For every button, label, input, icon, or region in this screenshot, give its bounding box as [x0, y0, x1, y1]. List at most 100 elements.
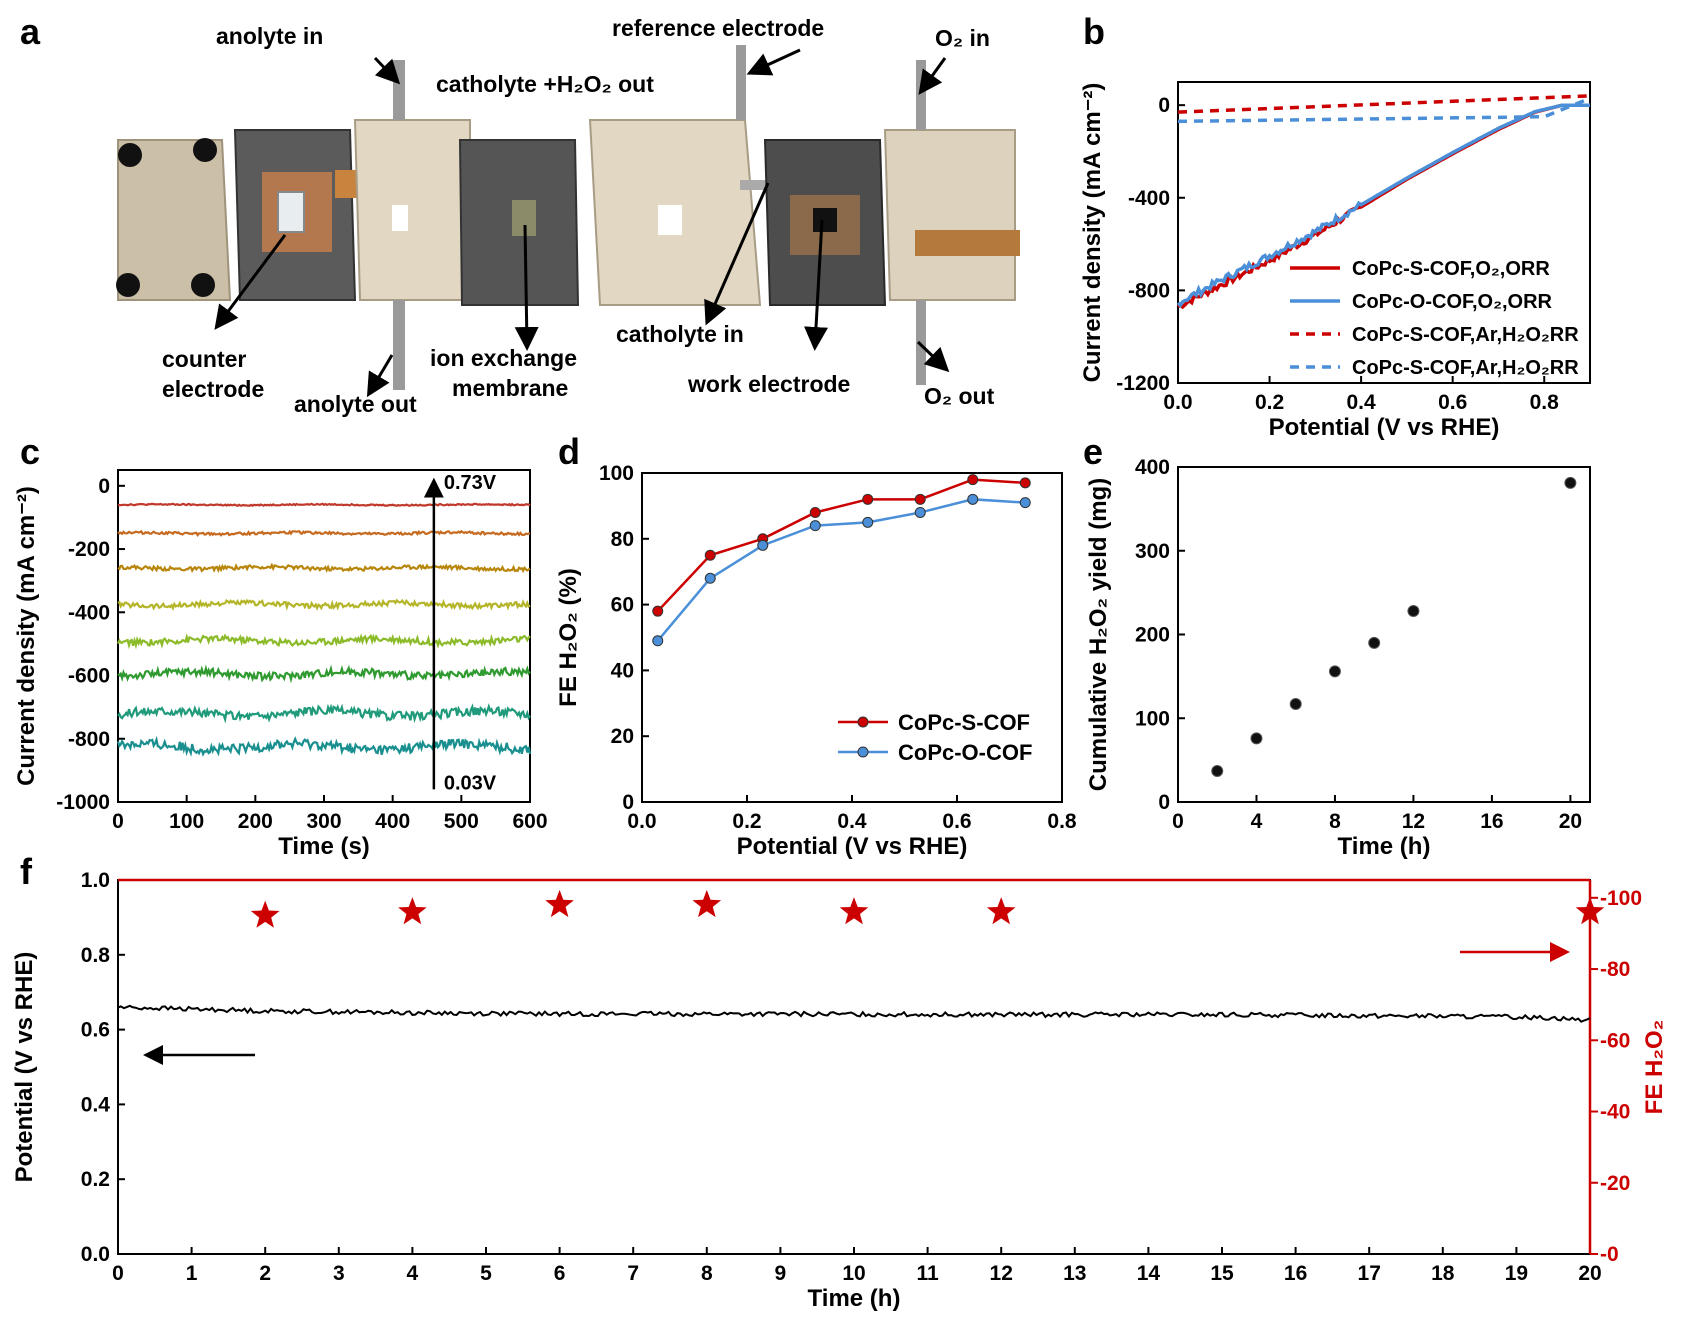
label-ion-exchange-2: membrane [452, 375, 568, 401]
y-tick-label: -800 [1128, 279, 1170, 302]
y-tick-label: 400 [1135, 456, 1170, 479]
legend-label: CoPc-O-COF,O₂,ORR [1352, 291, 1553, 313]
panel-d-chart: 0.0 0.2 0.4 0.6 0.8 0 20 40 60 80 100 Potential (V … [555, 462, 1077, 860]
x-tick-label: 12 [990, 1262, 1013, 1285]
pointer-arrow [366, 354, 394, 398]
data-point [652, 605, 664, 617]
fe-star-marker [545, 889, 574, 918]
label-anolyte-out: anolyte out [294, 391, 417, 417]
series-line-3 [117, 598, 531, 612]
x-tick-label: 3 [333, 1262, 345, 1285]
label-counter-electrode-1: counter [162, 346, 246, 372]
right-tick-label: -40 [1600, 1101, 1630, 1124]
right-axis-label: FE H₂O₂ [1641, 1020, 1668, 1115]
plot-frame [1177, 81, 1591, 384]
bolt [118, 143, 142, 167]
x-tick-label: 17 [1358, 1262, 1381, 1285]
plot-frame [1177, 466, 1591, 803]
fe-star-marker [1575, 897, 1605, 925]
y-tick-label: 0 [622, 791, 634, 814]
y-tick-label: 100 [1135, 707, 1170, 730]
x-tick-label: 12 [1402, 810, 1425, 833]
x-axis-label: Time (s) [278, 833, 370, 860]
y-tick-label: 80 [611, 528, 634, 551]
y-tick-label: 0.8 [81, 944, 111, 967]
data-point [704, 549, 716, 561]
data-point [914, 506, 926, 518]
y-tick-label: 0.4 [81, 1093, 111, 1116]
pointer-arrow [373, 56, 401, 85]
plot-frame [117, 879, 1591, 1255]
x-tick-label: 15 [1210, 1262, 1234, 1285]
data-point [1019, 477, 1031, 489]
series-line-1 [656, 498, 1026, 642]
data-point [652, 635, 664, 647]
x-tick-label: 1 [186, 1262, 198, 1285]
legend-label: CoPc-S-COF,O₂,ORR [1352, 258, 1550, 280]
panel-letter-b: b [1083, 11, 1105, 52]
x-tick-label: 0.6 [942, 810, 971, 833]
x-tick-label: 500 [444, 810, 479, 833]
legend-label: CoPc-S-COF [898, 710, 1030, 735]
right-tick-label: -100 [1600, 887, 1642, 910]
end-plate-left [117, 139, 232, 301]
x-tick-label: 20 [1559, 810, 1582, 833]
annotation-label: 0.03V [444, 772, 497, 794]
pointer-arrow [746, 48, 801, 76]
y-axis-label: Potential (V vs RHE) [11, 952, 38, 1183]
y-tick-label: 60 [611, 594, 634, 617]
flow-window [658, 205, 682, 235]
series-line-1 [117, 529, 531, 538]
copper-tab [915, 230, 1020, 256]
right-tick-label: -60 [1600, 1029, 1630, 1052]
x-tick-label: 200 [238, 810, 273, 833]
label-counter-electrode-2: electrode [162, 376, 264, 402]
x-tick-label: 0.8 [1530, 391, 1560, 414]
data-point [1328, 665, 1341, 678]
data-point [1019, 497, 1031, 509]
x-tick-label: 4 [1251, 810, 1263, 833]
legend-label: CoPc-S-COF,Ar,H₂O₂RR [1352, 357, 1579, 379]
right-tick-label: -80 [1600, 958, 1630, 981]
x-tick-label: 11 [916, 1262, 939, 1285]
data-point [967, 493, 979, 505]
y-tick-label: -1200 [1116, 372, 1170, 395]
x-tick-label: 0.2 [732, 810, 761, 833]
flow-window [392, 205, 408, 231]
y-tick-label: -800 [68, 728, 110, 751]
x-tick-label: 400 [375, 810, 410, 833]
fe-star-marker [839, 897, 869, 925]
x-axis-label: Potential (V vs RHE) [1269, 414, 1500, 441]
data-point [1250, 732, 1263, 745]
x-tick-label: 7 [627, 1262, 639, 1285]
y-tick-label: 0.0 [81, 1243, 110, 1266]
data-point [862, 493, 874, 505]
y-tick-label: -1000 [56, 791, 110, 814]
pointer-arrow [704, 182, 770, 326]
y-tick-label: 20 [611, 725, 634, 748]
label-ion-exchange-1: ion exchange [430, 345, 577, 371]
panel-letter-a: a [20, 11, 41, 52]
x-tick-label: 19 [1505, 1262, 1528, 1285]
fe-star-marker [692, 889, 722, 918]
y-tick-label: -400 [1128, 187, 1170, 210]
x-tick-label: 8 [1329, 810, 1341, 833]
fe-star-marker [398, 897, 427, 925]
pointer-arrow [514, 224, 539, 351]
x-tick-label: 20 [1578, 1262, 1601, 1285]
pointer-arrow [916, 340, 950, 373]
panel-letter-e: e [1083, 431, 1103, 472]
x-axis-label: Potential (V vs RHE) [737, 833, 968, 860]
right-tick-label: -20 [1600, 1172, 1630, 1195]
pointer-arrow [214, 234, 287, 330]
panel-letter-d: d [558, 431, 580, 472]
x-tick-label: 2 [259, 1262, 271, 1285]
series-line-0 [656, 478, 1026, 613]
series-line-5 [117, 664, 531, 684]
x-tick-label: 0.4 [1347, 391, 1377, 414]
y-tick-label: 300 [1135, 540, 1170, 563]
data-point [809, 520, 821, 532]
right-tick-label: -0 [1600, 1243, 1619, 1266]
cell-illustration [116, 45, 1020, 390]
